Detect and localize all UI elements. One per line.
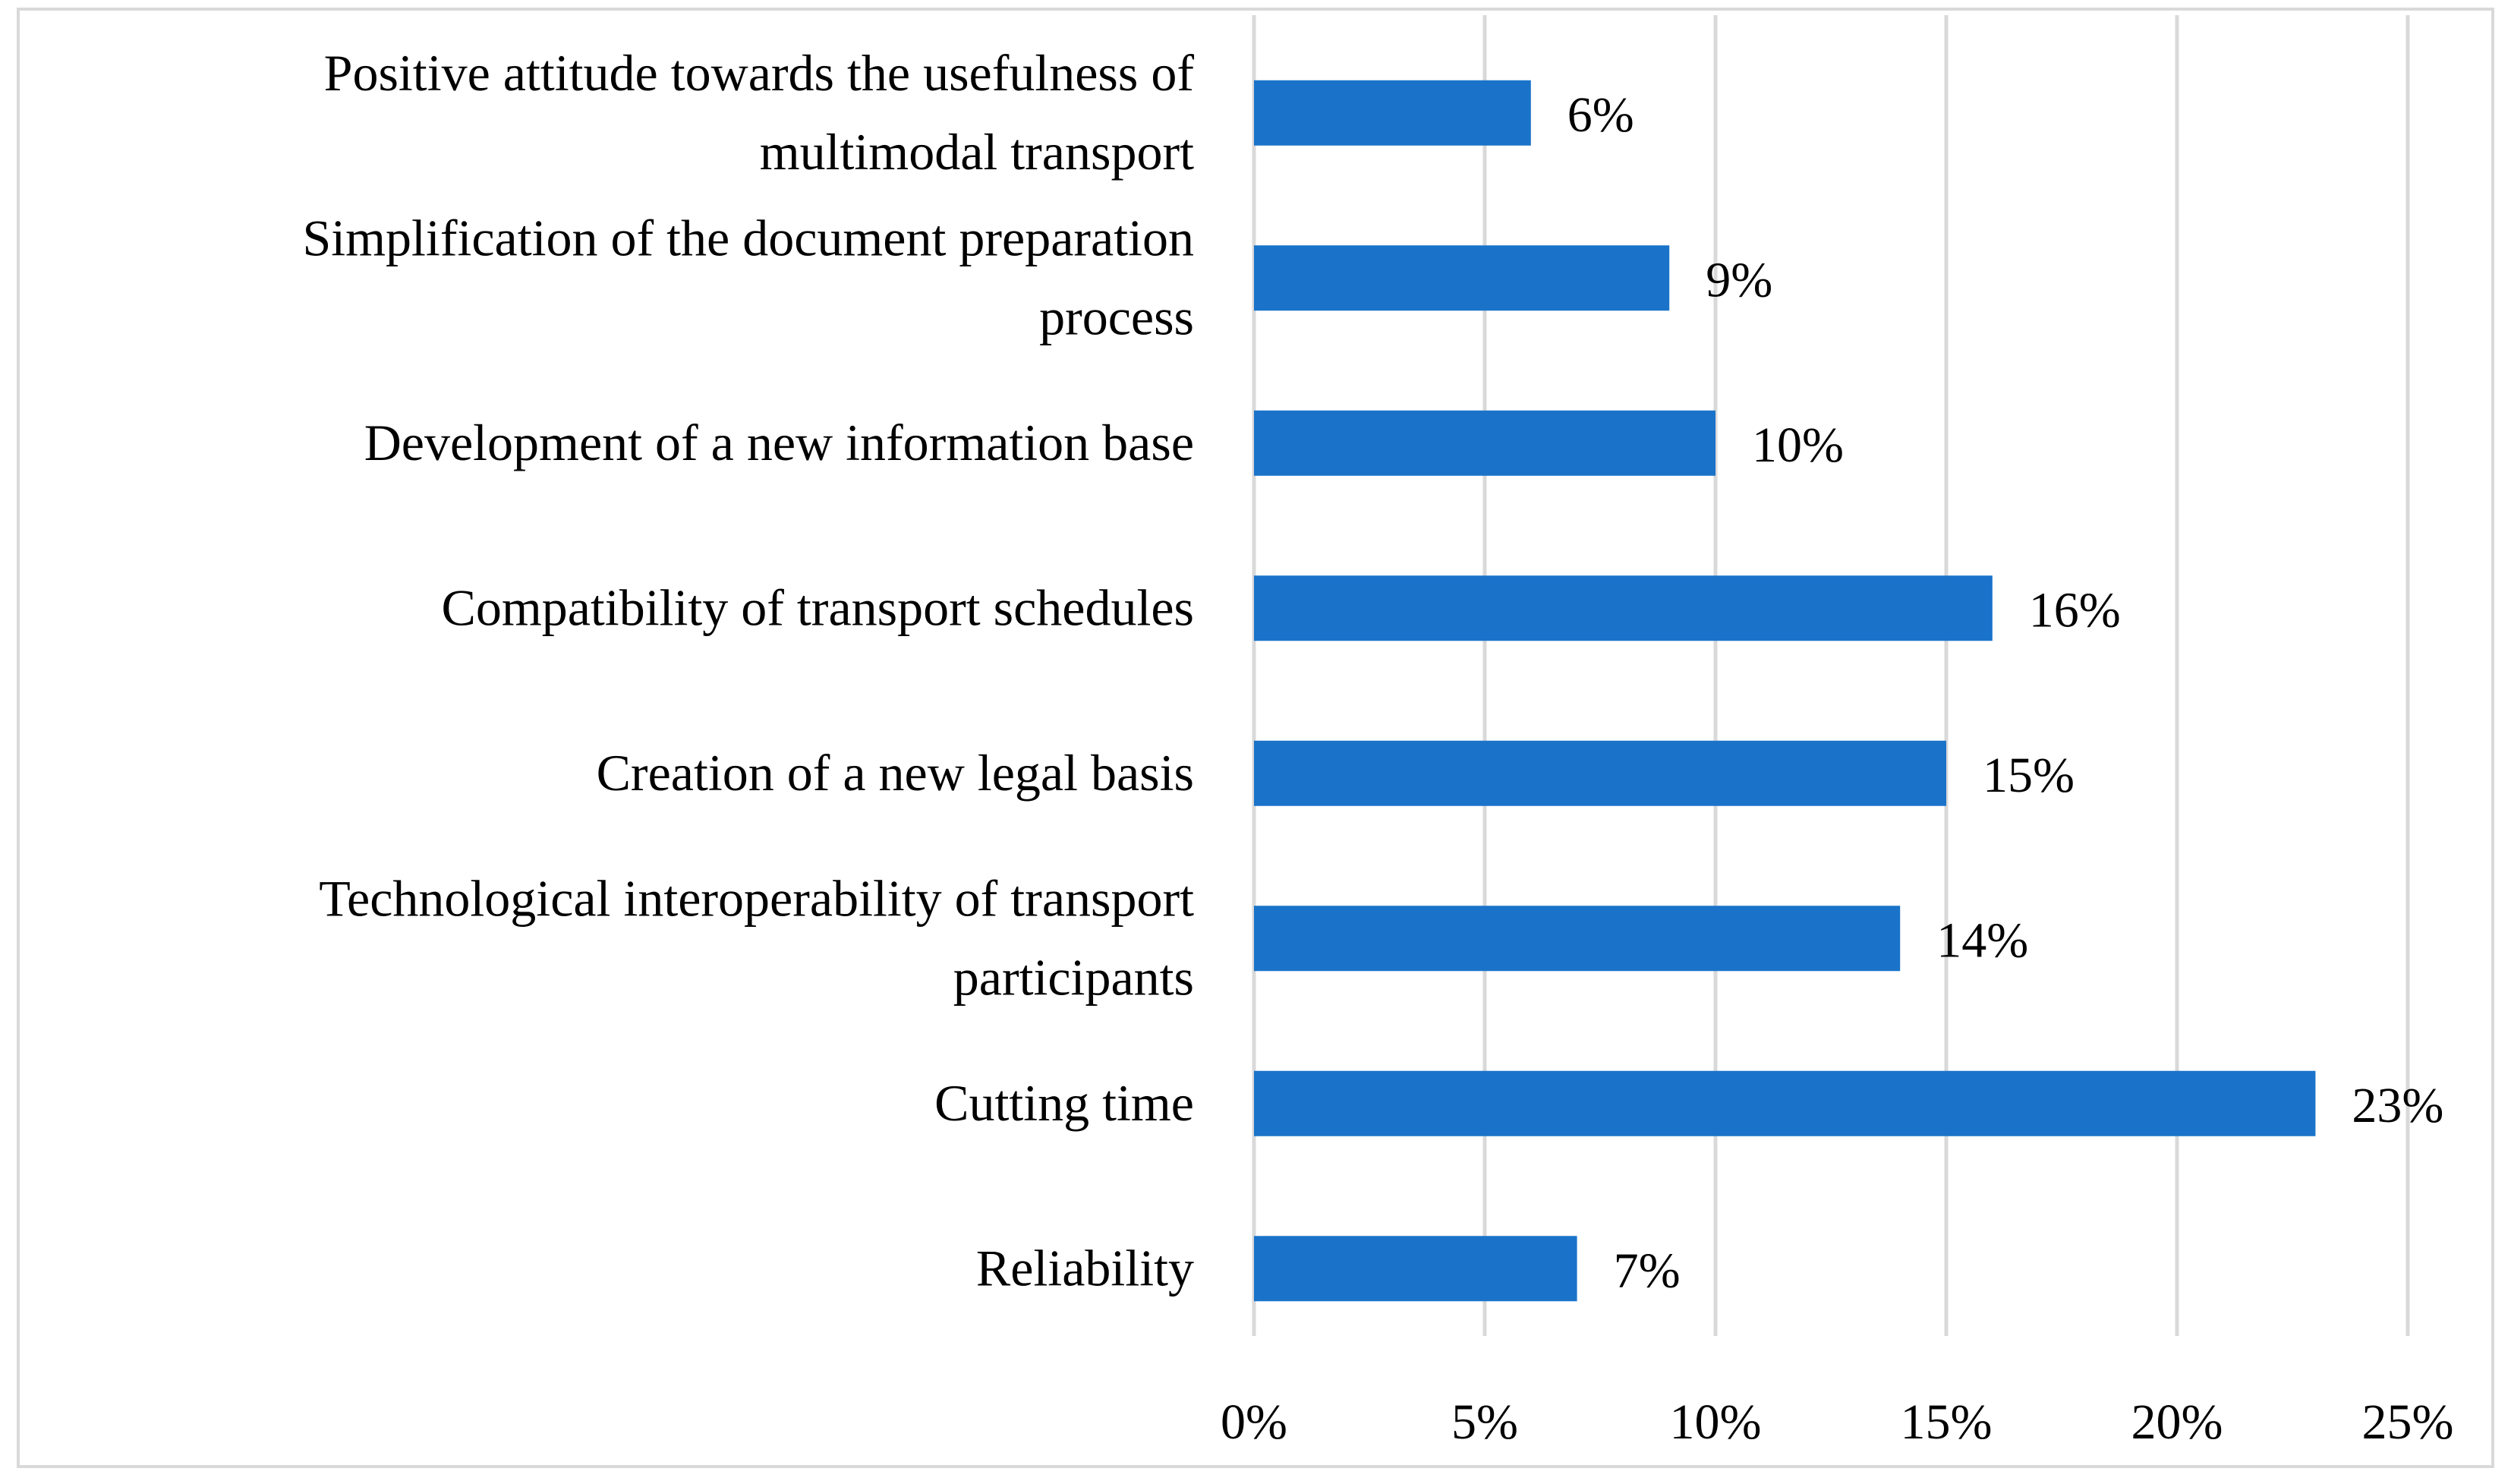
category-label: Positive attitude towards the usefulness… — [324, 44, 1195, 102]
value-label: 14% — [1936, 912, 2028, 968]
category-label: Creation of a new legal basis — [597, 744, 1194, 802]
category-label: Simplification of the document preparati… — [302, 209, 1194, 266]
x-tick-label: 25% — [2362, 1394, 2454, 1450]
x-tick-label: 15% — [1901, 1394, 1993, 1450]
x-tick-label: 5% — [1451, 1394, 1518, 1450]
category-label: multimodal transport — [760, 123, 1194, 181]
bars — [1254, 80, 2316, 1302]
gridlines — [1252, 15, 2410, 1336]
bar — [1254, 1070, 2316, 1136]
category-label: process — [1039, 288, 1194, 345]
bar — [1254, 740, 1946, 806]
labels: 0% 5% 10% 15% 20% 25% 6% Positive attitude towa… — [302, 44, 2453, 1450]
value-label: 9% — [1706, 252, 1772, 307]
bar — [1254, 410, 1715, 476]
category-label: Compatibility of transport schedules — [441, 578, 1194, 636]
value-label: 15% — [1983, 748, 2075, 803]
bar — [1254, 80, 1531, 146]
bar — [1254, 906, 1901, 972]
bar — [1254, 245, 1670, 311]
value-label: 16% — [2029, 582, 2121, 638]
x-tick-label: 0% — [1221, 1394, 1287, 1450]
value-label: 23% — [2352, 1078, 2443, 1133]
category-label: participants — [953, 948, 1194, 1006]
category-label: Cutting time — [934, 1074, 1194, 1132]
value-label: 6% — [1567, 87, 1634, 143]
x-tick-label: 10% — [1670, 1394, 1762, 1450]
x-tick-label: 20% — [2131, 1394, 2223, 1450]
value-label: 10% — [1752, 417, 1844, 473]
bar — [1254, 575, 1993, 641]
bar — [1254, 1236, 1577, 1302]
value-label: 7% — [1614, 1243, 1681, 1298]
category-label: Reliability — [976, 1239, 1194, 1297]
category-label: Development of a new information base — [364, 414, 1194, 471]
category-label: Technological interoperability of transp… — [319, 869, 1194, 927]
